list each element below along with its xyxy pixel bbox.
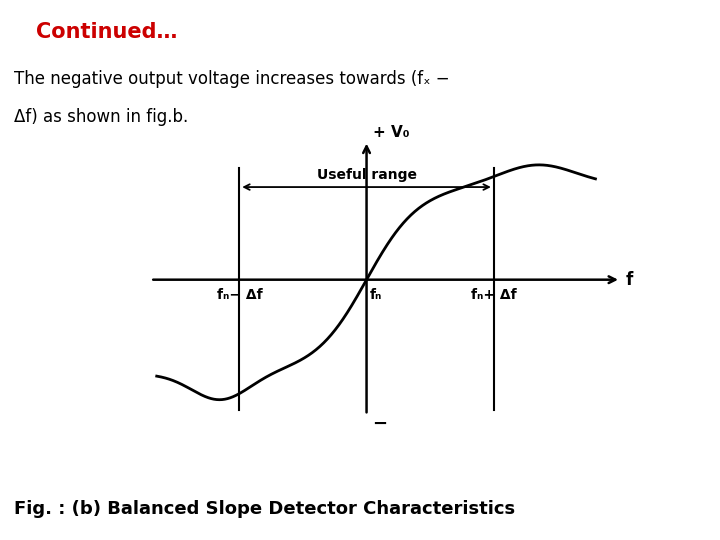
Text: −: − [372,415,387,433]
Text: fₙ+ Δf: fₙ+ Δf [471,288,516,302]
Text: fₙ− Δf: fₙ− Δf [217,288,262,302]
Text: Δf) as shown in fig.b.: Δf) as shown in fig.b. [14,108,189,126]
Text: Continued…: Continued… [36,22,177,42]
Text: The negative output voltage increases towards (fₓ −: The negative output voltage increases to… [14,70,450,88]
Text: + V₀: + V₀ [373,125,410,140]
Text: fₙ: fₙ [370,288,382,302]
Text: Useful range: Useful range [317,168,417,182]
Text: f: f [626,271,633,289]
Text: Fig. : (b) Balanced Slope Detector Characteristics: Fig. : (b) Balanced Slope Detector Chara… [14,501,516,518]
